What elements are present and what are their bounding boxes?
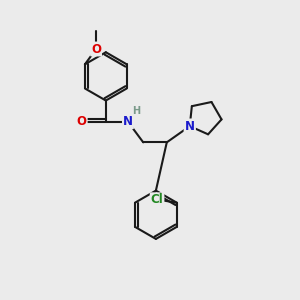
Text: Cl: Cl [151, 193, 164, 206]
Text: N: N [123, 115, 133, 128]
Text: N: N [185, 120, 195, 133]
Text: O: O [91, 43, 101, 56]
Text: N: N [185, 120, 195, 133]
Text: H: H [132, 106, 140, 116]
Text: O: O [77, 115, 87, 128]
